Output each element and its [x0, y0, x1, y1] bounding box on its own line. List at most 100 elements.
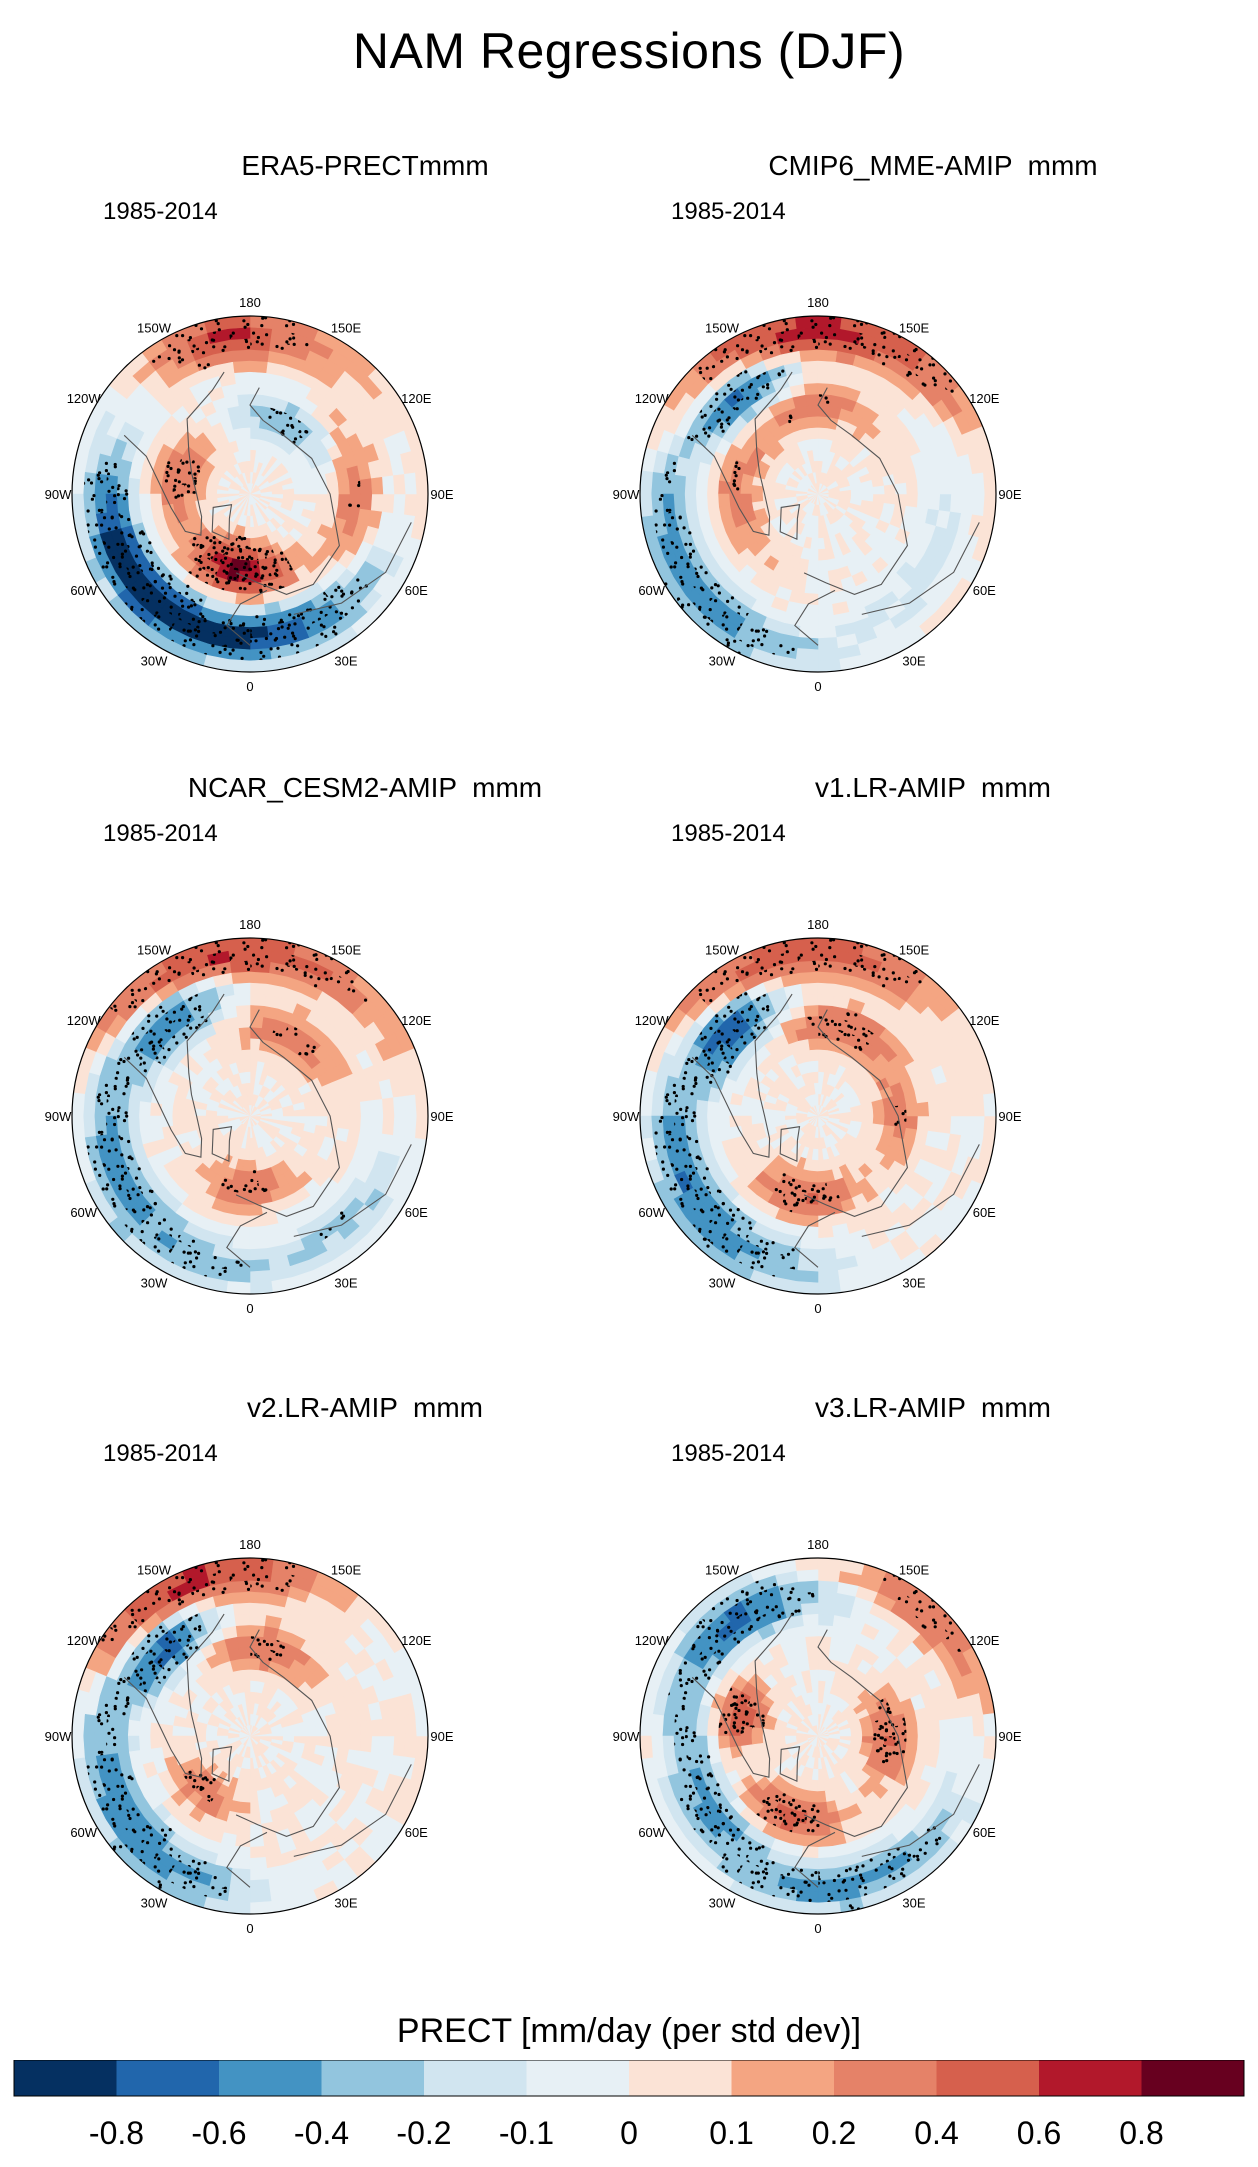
significance-stipple: [771, 1241, 775, 1245]
field-cell: [972, 1093, 986, 1117]
significance-stipple: [180, 493, 184, 497]
significance-stipple: [188, 1251, 192, 1255]
significance-stipple: [871, 351, 875, 355]
significance-stipple: [148, 1206, 152, 1210]
significance-stipple: [119, 1058, 123, 1062]
map-panel-era5: ERA5-PRECTmmm 1985-2014 180 150E 120E 90E 60…: [45, 150, 625, 730]
significance-stipple: [192, 966, 196, 970]
significance-stipple: [717, 1213, 721, 1217]
significance-stipple: [778, 960, 782, 964]
significance-stipple: [684, 1109, 688, 1113]
significance-stipple: [682, 526, 686, 530]
significance-stipple: [718, 1189, 722, 1194]
significance-stipple: [128, 1196, 132, 1201]
field-cell: [817, 1225, 835, 1239]
significance-stipple: [221, 1183, 225, 1187]
significance-stipple: [198, 1008, 202, 1012]
significance-stipple: [236, 1260, 240, 1264]
significance-stipple: [791, 1178, 796, 1182]
longitude-label: 150E: [899, 321, 930, 336]
field-cell: [415, 470, 428, 495]
significance-stipple: [197, 629, 201, 633]
significance-stipple: [197, 363, 201, 367]
significance-stipple: [228, 652, 232, 656]
significance-stipple: [124, 489, 128, 493]
significance-stipple: [727, 1038, 731, 1042]
significance-stipple: [705, 366, 709, 370]
significance-stipple: [145, 549, 149, 553]
significance-stipple: [721, 623, 725, 627]
significance-stipple: [211, 644, 215, 648]
significance-stipple: [248, 1189, 252, 1193]
significance-stipple: [319, 1232, 323, 1236]
field-cell: [227, 948, 251, 962]
significance-stipple: [748, 385, 752, 389]
field-cell: [348, 1101, 362, 1117]
significance-stipple: [223, 556, 228, 560]
significance-stipple: [142, 1208, 146, 1212]
significance-stipple: [132, 1037, 136, 1041]
significance-stipple: [239, 549, 243, 553]
significance-stipple: [142, 532, 146, 536]
significance-stipple: [272, 564, 276, 568]
significance-stipple: [104, 461, 108, 465]
field-cell: [894, 493, 908, 506]
significance-stipple: [163, 591, 168, 595]
coastline: [123, 993, 225, 1158]
panel-title: NCAR_CESM2-AMIP mmm: [187, 772, 543, 803]
significance-stipple: [735, 1029, 739, 1033]
significance-stipple: [765, 629, 769, 633]
figure-title: NAM Regressions (DJF): [352, 23, 906, 79]
significance-stipple: [210, 567, 214, 572]
significance-stipple: [668, 1145, 672, 1149]
coastline: [691, 993, 793, 1158]
significance-stipple: [749, 1226, 753, 1230]
significance-stipple: [246, 967, 251, 971]
significance-stipple: [856, 959, 860, 963]
longitude-label: 90W: [613, 1109, 640, 1124]
significance-stipple: [114, 1148, 118, 1152]
field-cell: [235, 1214, 251, 1228]
significance-stipple: [182, 1032, 186, 1036]
significance-stipple: [114, 1008, 118, 1012]
significance-stipple: [818, 393, 823, 397]
significance-stipple: [118, 1184, 122, 1188]
significance-stipple: [276, 627, 281, 631]
field-cell: [242, 1779, 251, 1792]
significance-stipple: [288, 959, 292, 963]
field-cell: [972, 471, 986, 495]
field-cell: [983, 493, 996, 518]
significance-stipple: [685, 1106, 689, 1110]
significance-stipple: [223, 345, 227, 349]
significance-stipple: [158, 1221, 162, 1225]
significance-stipple: [167, 461, 171, 465]
significance-stipple: [756, 638, 761, 642]
significance-stipple: [214, 551, 218, 555]
field-cell: [415, 1092, 428, 1117]
significance-stipple: [147, 1014, 151, 1018]
significance-stipple: [733, 395, 737, 399]
field-cell: [249, 1259, 271, 1273]
significance-stipple: [716, 1206, 720, 1210]
field-cell: [337, 1115, 351, 1130]
significance-stipple: [304, 430, 308, 434]
significance-stipple: [105, 1187, 109, 1191]
significance-stipple: [716, 584, 720, 588]
significance-stipple: [255, 340, 259, 344]
significance-stipple: [262, 622, 266, 626]
map-field: [640, 938, 996, 1294]
significance-stipple: [720, 422, 724, 426]
field-cell: [232, 360, 251, 374]
significance-stipple: [853, 324, 857, 328]
significance-stipple: [233, 576, 237, 581]
significance-stipple: [695, 1155, 699, 1160]
significance-stipple: [725, 1040, 729, 1044]
significance-stipple: [293, 622, 297, 626]
map-panel-v1-lr: v1.LR-AMIP mmm 1985-2014 180 150E 120E 90E 6…: [613, 772, 1193, 1352]
significance-stipple: [199, 612, 203, 616]
field-cell: [249, 1657, 261, 1671]
field-cell: [872, 1115, 886, 1126]
longitude-label: 120W: [67, 1013, 102, 1028]
significance-stipple: [686, 562, 690, 566]
field-cell: [127, 1115, 141, 1133]
